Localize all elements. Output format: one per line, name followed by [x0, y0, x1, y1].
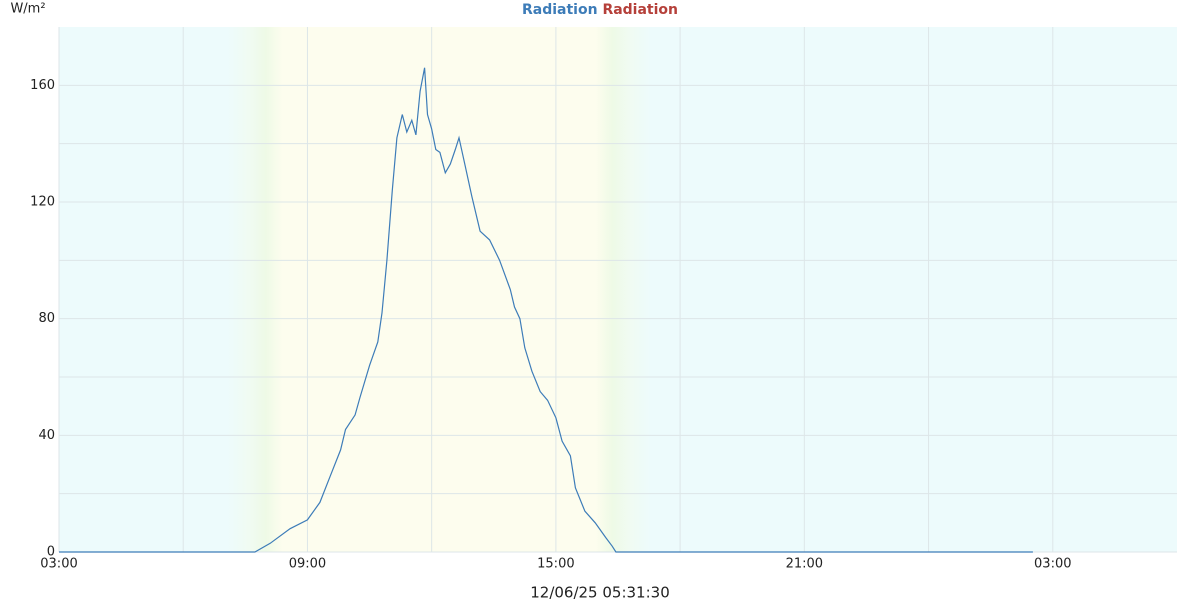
y-tick-label: 80: [38, 311, 55, 326]
x-tick-label: 15:00: [537, 557, 574, 572]
y-axis-label: W/m²: [10, 2, 45, 17]
x-tick-label: 09:00: [289, 557, 326, 572]
title-part: Radiation: [602, 2, 678, 18]
plot-background: [59, 27, 1177, 552]
chart-title: Radiation Radiation: [522, 2, 678, 18]
y-tick-label: 0: [47, 545, 55, 560]
title-part: Radiation: [522, 2, 598, 18]
x-tick-label: 21:00: [786, 557, 823, 572]
x-tick-label: 03:00: [40, 557, 77, 572]
y-tick-label: 40: [38, 428, 55, 443]
line-series: [59, 67, 1033, 553]
x-tick-label: 03:00: [1034, 557, 1071, 572]
y-tick-label: 120: [30, 195, 55, 210]
y-tick-label: 160: [30, 78, 55, 93]
x-axis-label: 12/06/25 05:31:30: [530, 584, 670, 600]
